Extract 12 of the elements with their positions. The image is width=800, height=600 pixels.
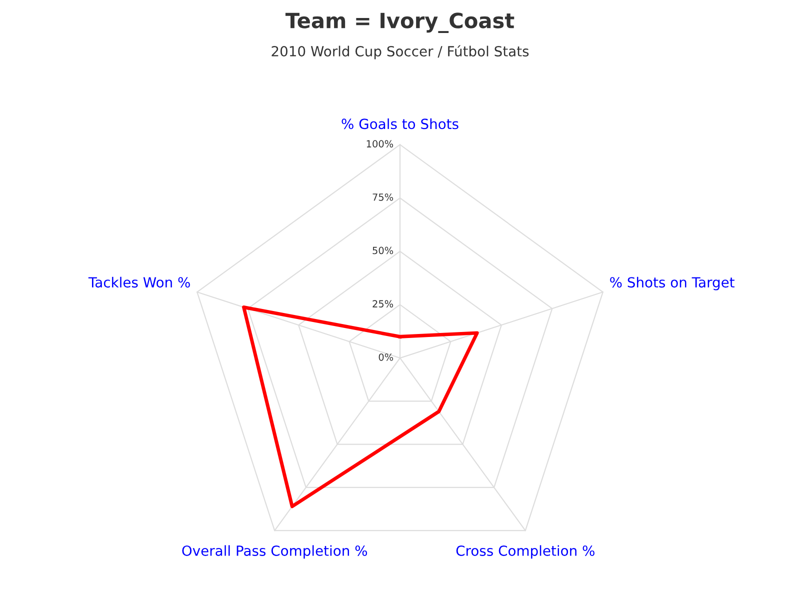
spoke-label: Cross Completion % xyxy=(456,545,594,559)
y-tick-label: 100% xyxy=(366,140,394,148)
spoke-label: Tackles Won % xyxy=(88,276,190,288)
spoke-label: % Goals to Shots xyxy=(342,118,458,130)
spoke-label: Overall Pass Completion % xyxy=(182,545,368,559)
y-tick-label: 25% xyxy=(372,300,394,308)
chart-title: Team = Ivory_Coast xyxy=(285,12,514,33)
chart-subtitle: 2010 World Cup Soccer / Fútbol Stats xyxy=(272,45,529,60)
y-tick-label: 50% xyxy=(372,246,394,254)
spoke-label: % Shots on Target xyxy=(610,276,734,290)
y-tick-label: 0% xyxy=(378,353,394,361)
y-tick-label: 75% xyxy=(372,193,394,201)
